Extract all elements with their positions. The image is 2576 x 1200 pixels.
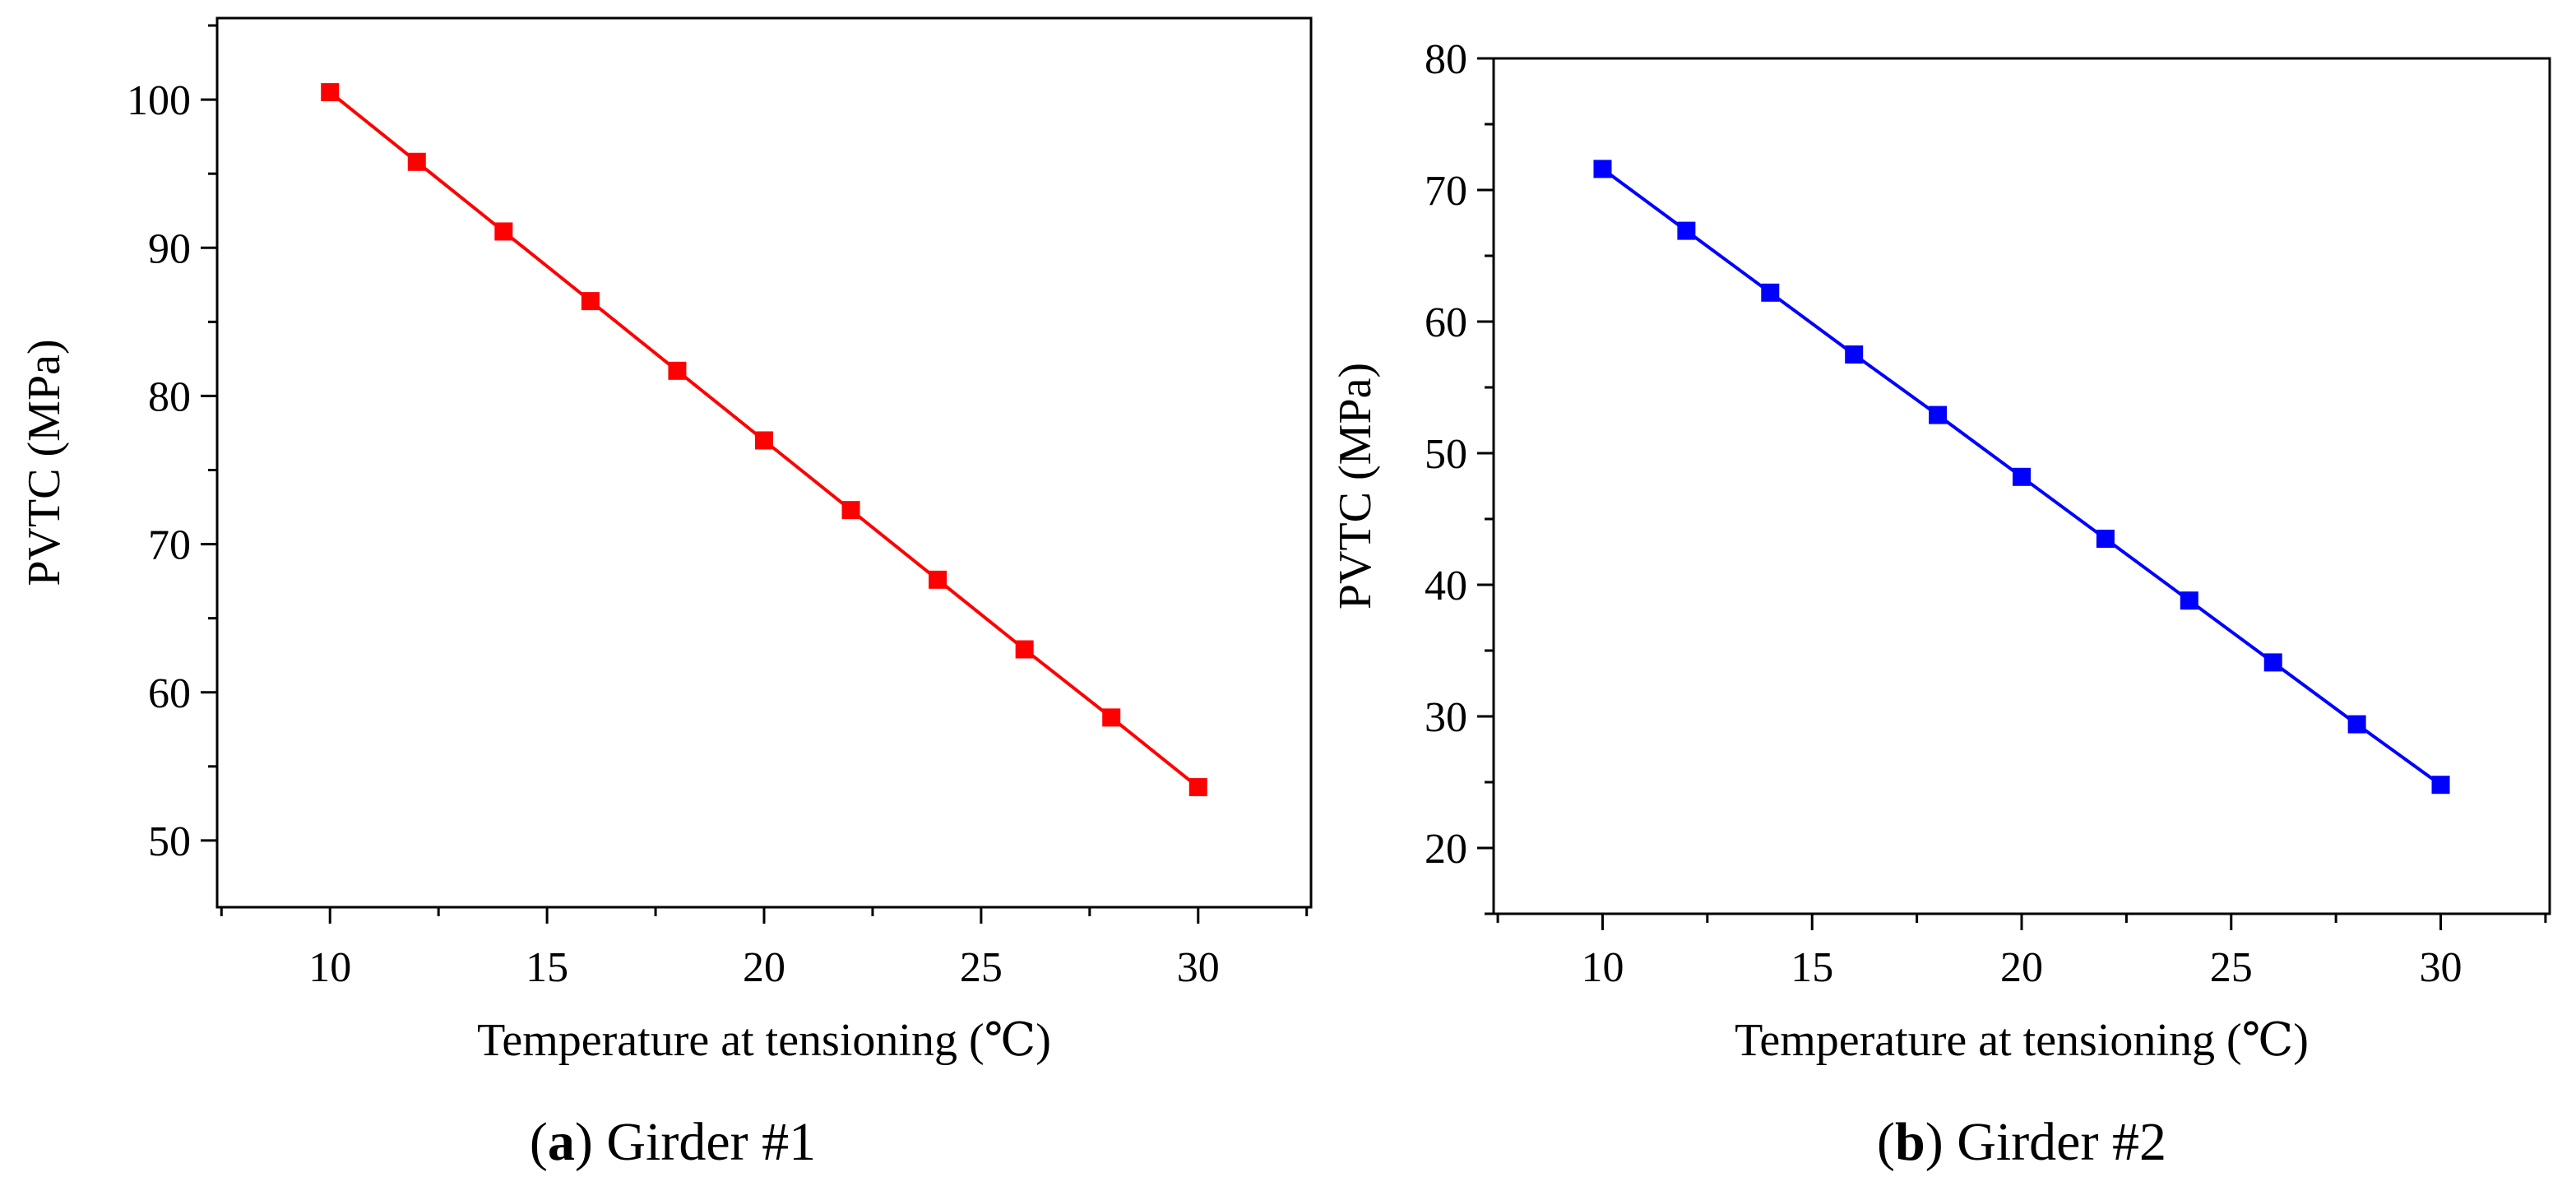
plot-frame (215, 16, 1313, 909)
data-point (2263, 653, 2282, 672)
y-tick-label: 100 (127, 77, 191, 124)
x-tick-label: 25 (2210, 944, 2253, 991)
y-tick-label: 80 (1425, 36, 1467, 83)
caption-text: Girder #1 (593, 1112, 816, 1172)
data-point (1102, 708, 1121, 727)
data-point (841, 501, 860, 520)
data-point (1929, 405, 1948, 424)
caption-close-paren: ) (575, 1112, 593, 1172)
y-axis-title: PVTC (MPa) (1330, 363, 1381, 609)
data-point (2180, 591, 2198, 610)
y-tick-label: 90 (148, 225, 191, 272)
data-point (407, 152, 426, 171)
x-tick-label: 15 (526, 944, 568, 991)
data-point (2013, 467, 2031, 486)
data-point (1015, 640, 1034, 659)
data-point (2096, 530, 2115, 548)
data-point (1845, 345, 1864, 364)
x-tick-label: 10 (1581, 944, 1624, 991)
panel-a: 10 15 20 25 30 50 60 70 80 90 100 Temperature at te… (19, 16, 1313, 1172)
caption-letter: a (548, 1112, 575, 1172)
data-point (668, 361, 687, 380)
x-tick-label: 15 (1791, 944, 1833, 991)
y-tick-label: 60 (1425, 299, 1467, 346)
data-point (581, 292, 600, 311)
data-point (2347, 715, 2366, 734)
caption-text: Girder #2 (1944, 1112, 2166, 1172)
y-tick-label: 40 (1425, 563, 1467, 609)
x-axis-title: Temperature at tensioning (℃) (477, 1015, 1051, 1066)
panel-caption: (b) Girder #2 (1877, 1112, 2166, 1172)
y-tick-label: 60 (148, 670, 191, 717)
data-point (1677, 221, 1696, 240)
y-tick-label: 30 (1425, 694, 1467, 741)
x-tick-label: 25 (960, 944, 1003, 991)
data-point (321, 83, 340, 102)
y-tick-label: 20 (1425, 826, 1467, 873)
caption-letter: b (1895, 1112, 1925, 1172)
data-point (1188, 778, 1207, 797)
caption-close-paren: ) (1925, 1112, 1944, 1172)
x-tick-label: 30 (1177, 944, 1220, 991)
data-point (2431, 776, 2450, 795)
plot-frame (1492, 57, 2551, 915)
caption-open-paren: ( (1877, 1112, 1895, 1172)
x-tick-label: 20 (743, 944, 785, 991)
y-tick-label: 50 (148, 818, 191, 865)
data-point (1761, 283, 1780, 302)
data-point (755, 431, 773, 450)
x-axis-title: Temperature at tensioning (℃) (1735, 1015, 2309, 1066)
caption-open-paren: ( (530, 1112, 548, 1172)
x-tick-label: 10 (308, 944, 351, 991)
y-tick-label: 70 (148, 522, 191, 569)
panel-b: 10 15 20 25 30 20 30 40 50 60 70 80 Temperature at t… (1330, 36, 2551, 1172)
panel-caption: (a) Girder #1 (530, 1112, 816, 1172)
data-point (929, 570, 947, 589)
y-tick-label: 50 (1425, 431, 1467, 478)
x-tick-label: 30 (2420, 944, 2462, 991)
data-point (494, 222, 513, 241)
y-axis-title: PVTC (MPa) (19, 339, 70, 586)
y-tick-label: 80 (148, 373, 191, 420)
data-point (1593, 160, 1612, 178)
y-tick-label: 70 (1425, 168, 1467, 215)
x-tick-label: 20 (2000, 944, 2043, 991)
